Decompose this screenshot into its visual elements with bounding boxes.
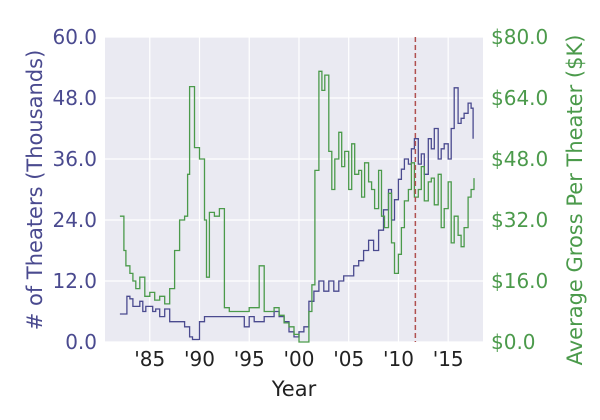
left-tick-label: 36.0 bbox=[52, 147, 97, 171]
left-tick-label: 0.0 bbox=[65, 330, 97, 354]
series-line-theaters bbox=[119, 87, 474, 341]
x-tick-label: '00 bbox=[283, 347, 314, 371]
x-tick-label: '15 bbox=[433, 347, 464, 371]
x-tick-label: '05 bbox=[333, 347, 364, 371]
right-tick-label: $32.0 bbox=[491, 208, 548, 232]
tick-labels: 0.0 12.0 24.0 36.0 48.0 60.0 $0.0 $16.0 $32.0 $48… bbox=[52, 25, 548, 371]
right-tick-label: $16.0 bbox=[491, 269, 548, 293]
right-tick-label: $0.0 bbox=[491, 330, 536, 354]
left-tick-label: 48.0 bbox=[52, 86, 97, 110]
left-tick-label: 12.0 bbox=[52, 269, 97, 293]
right-tick-label: $80.0 bbox=[491, 25, 548, 49]
x-axis-label: Year bbox=[271, 377, 317, 401]
x-tick-label: '95 bbox=[234, 347, 265, 371]
left-axis-label: # of Theaters (Thousands) bbox=[23, 50, 47, 331]
series-line-avg-gross bbox=[119, 70, 475, 343]
series-layer bbox=[119, 70, 475, 343]
x-tick-label: '85 bbox=[134, 347, 165, 371]
left-tick-label: 60.0 bbox=[52, 25, 97, 49]
left-tick-label: 24.0 bbox=[52, 208, 97, 232]
x-tick-label: '10 bbox=[383, 347, 414, 371]
right-tick-label: $64.0 bbox=[491, 86, 548, 110]
right-axis-label: Average Gross Per Theater ($K) bbox=[563, 35, 587, 366]
right-tick-label: $48.0 bbox=[491, 147, 548, 171]
x-tick-label: '90 bbox=[184, 347, 215, 371]
